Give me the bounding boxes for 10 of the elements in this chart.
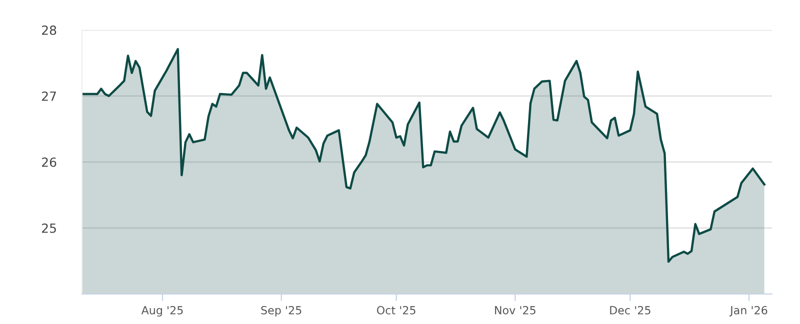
x-tick-label: Jan '26 (730, 306, 768, 316)
y-tick-label: 28 (42, 25, 56, 35)
x-tick-label: Sep '25 (261, 306, 302, 317)
x-tick-label: Aug '25 (141, 306, 183, 317)
x-tick-label: Oct '25 (376, 306, 416, 314)
x-tick-label: Dec '25 (610, 306, 650, 314)
y-tick-label: 26 (42, 157, 56, 167)
y-tick-label: 27 (42, 91, 56, 101)
y-tick-label: 25 (42, 223, 56, 233)
x-tick-label: Nov '25 (495, 306, 536, 314)
